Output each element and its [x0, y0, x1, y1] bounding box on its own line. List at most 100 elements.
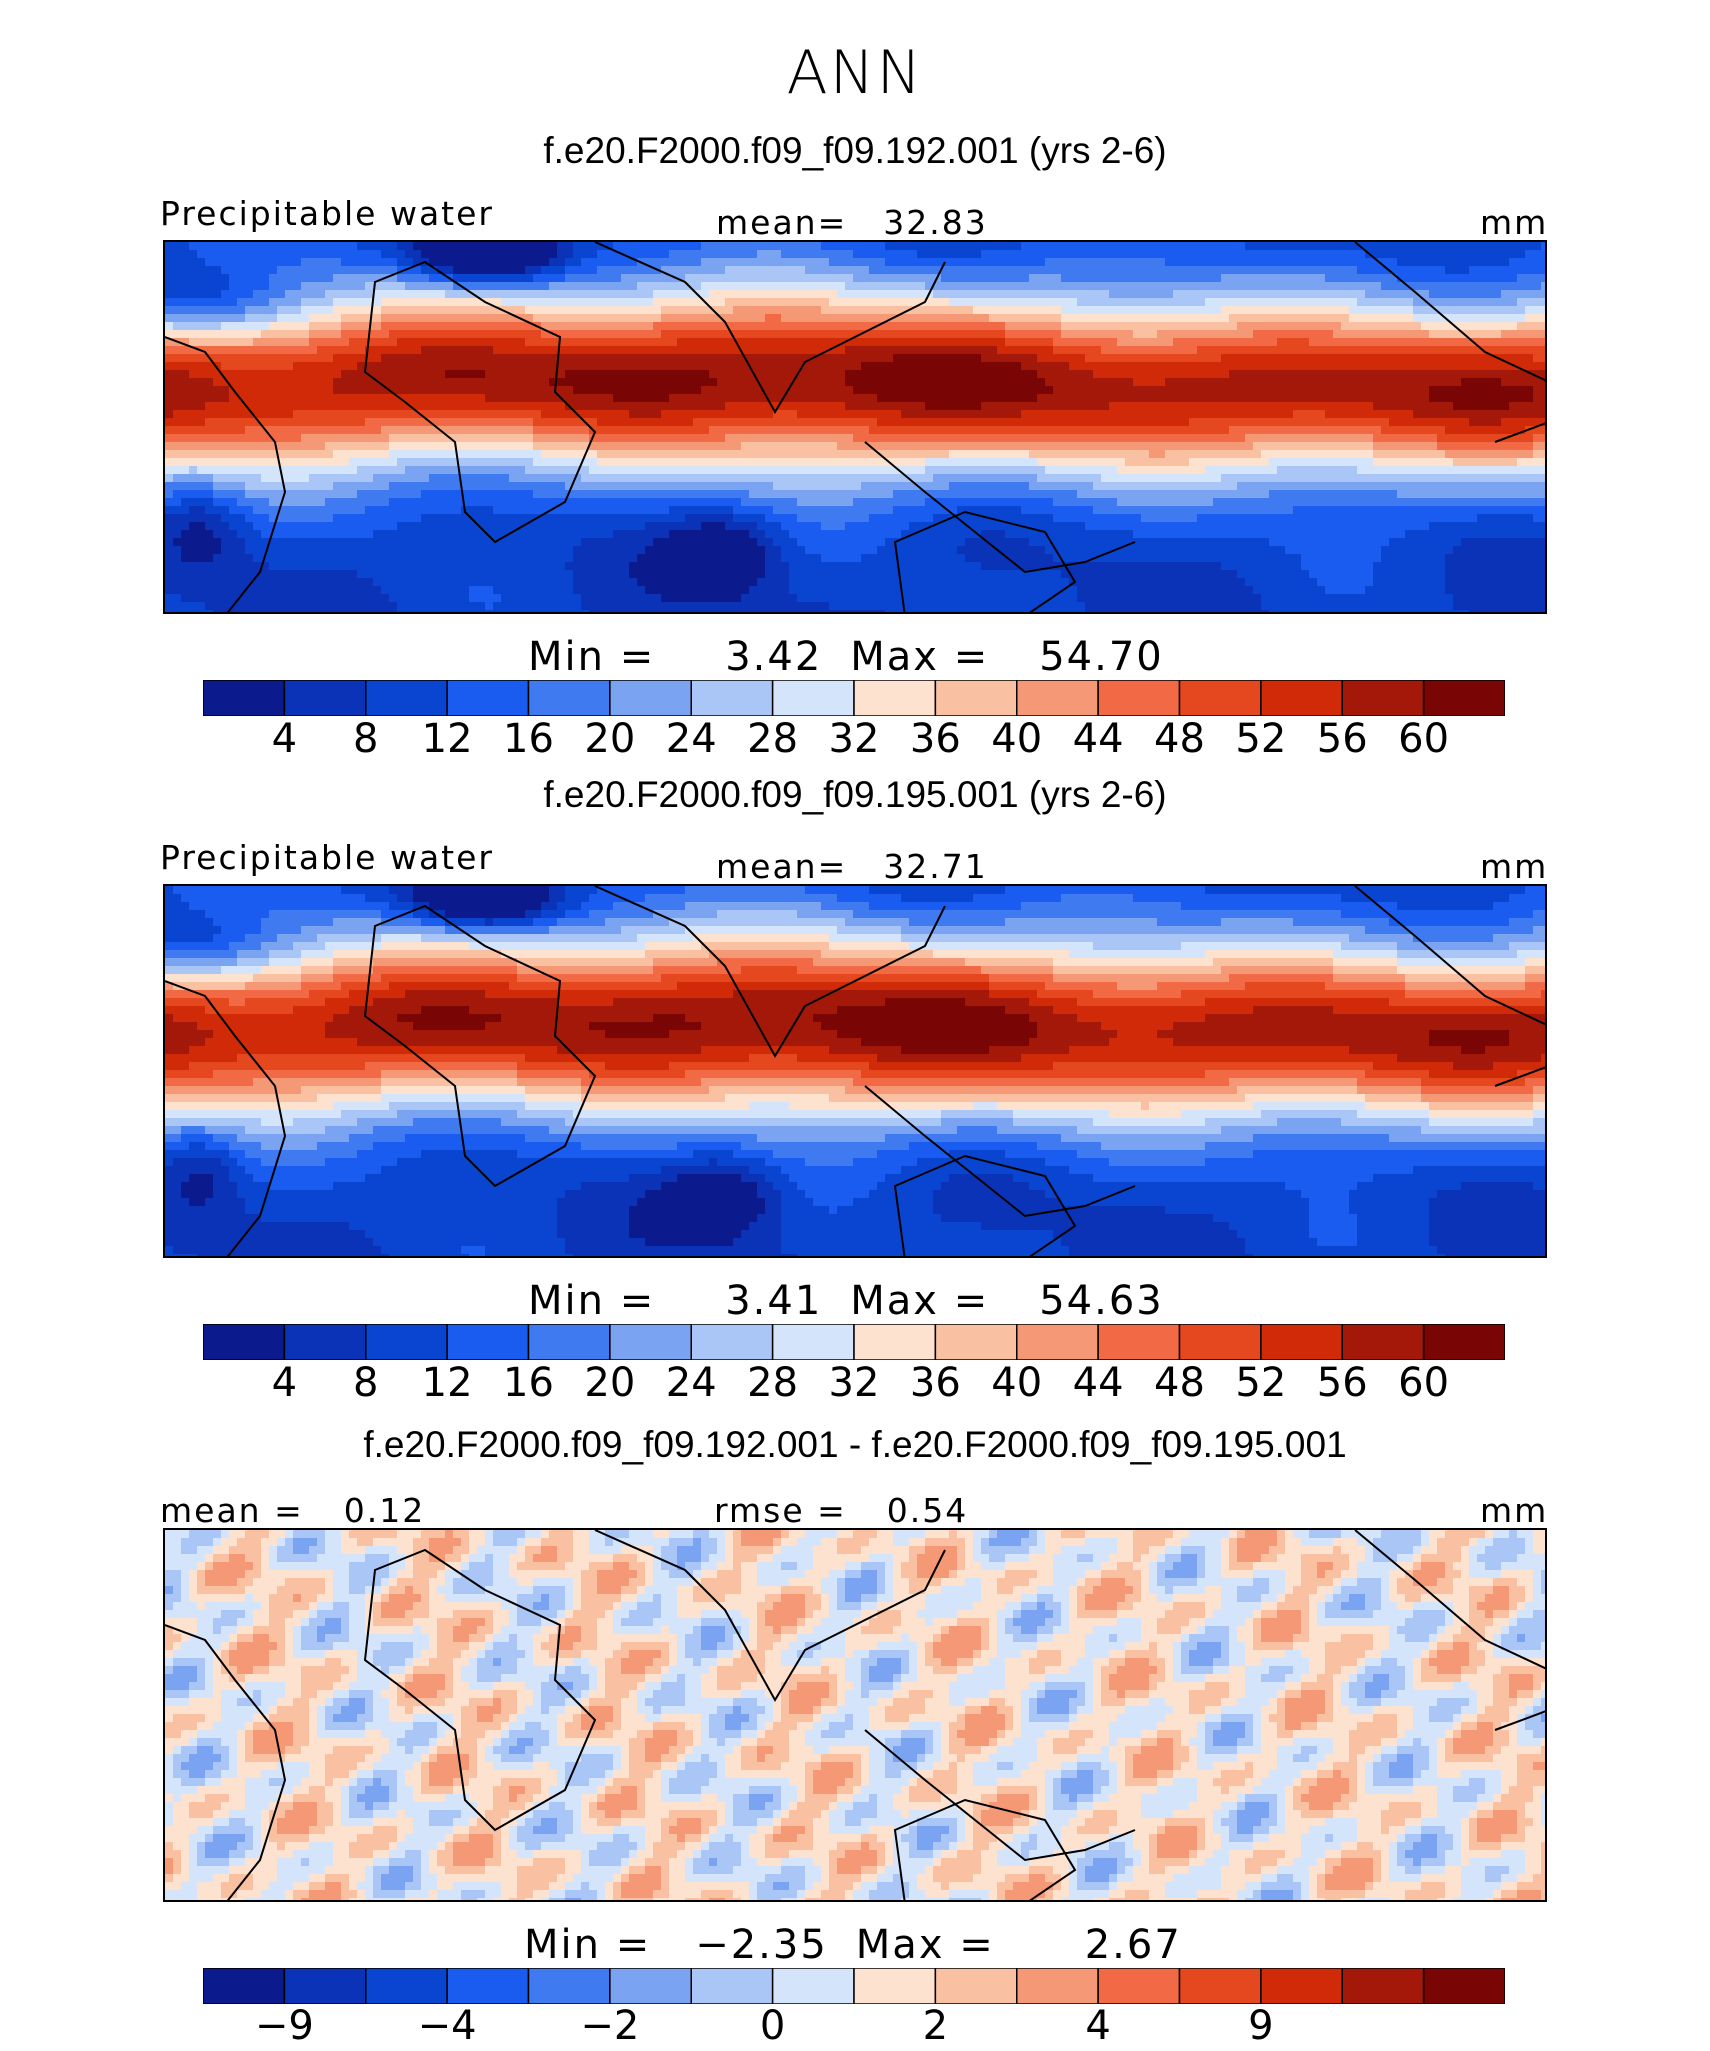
colorbar-box	[771, 680, 855, 716]
colorbar-box	[446, 1324, 530, 1360]
panel3-colorbar-ticks: −9 −4 −2 0 2 4 9	[0, 2003, 1710, 2051]
colorbar-tick-label: 56	[1317, 716, 1368, 762]
coastline	[893, 1798, 1077, 1900]
colorbar-box	[853, 1968, 937, 2004]
colorbar-tick-label: 60	[1398, 716, 1449, 762]
colorbar-box	[609, 1324, 693, 1360]
colorbar-tick-label: 20	[584, 716, 635, 762]
colorbar-box	[1178, 680, 1262, 716]
panel2-colorbar-ticks: 4 8 12 16 20 24 28 32 36 40 44 48 52 56 60	[0, 1360, 1710, 1410]
colorbar-tick-label: 2	[923, 2003, 948, 2049]
colorbar-box	[690, 1324, 774, 1360]
coastline	[1494, 1066, 1545, 1087]
colorbar-box	[203, 680, 286, 716]
panel1-min-key: Min =	[528, 634, 655, 680]
colorbar-box	[203, 1324, 286, 1360]
colorbar-box	[609, 1968, 693, 2004]
panel1-units: mm	[1480, 203, 1548, 242]
colorbar-box	[1016, 1324, 1099, 1360]
colorbar-box	[934, 1968, 1018, 2004]
coastline	[1354, 1530, 1545, 1670]
colorbar-box	[771, 1324, 855, 1360]
coastline	[864, 1729, 1136, 1862]
colorbar-tick-label: −9	[255, 2003, 314, 2049]
colorbar-box	[934, 680, 1018, 716]
colorbar-box	[1341, 1324, 1425, 1360]
panel1-mean-label: mean= 32.83	[716, 203, 988, 242]
panel3-max-key: Max =	[856, 1922, 995, 1968]
colorbar-tick-label: 48	[1154, 716, 1205, 762]
panel1-colorbar-ticks: 4 8 12 16 20 24 28 32 36 40 44 48 52 56 60	[0, 716, 1710, 766]
colorbar-box	[446, 680, 530, 716]
colorbar-box	[365, 1968, 448, 2004]
colorbar-tick-label: 8	[353, 1360, 378, 1406]
colorbar-box	[527, 1324, 611, 1360]
colorbar-tick-label: 48	[1154, 1360, 1205, 1406]
colorbar-tick-label: 52	[1235, 1360, 1286, 1406]
panel3-mean-value: 0.12	[344, 1491, 425, 1530]
colorbar-box	[1097, 1968, 1181, 2004]
colorbar-tick-label: 44	[1073, 716, 1124, 762]
colorbar-box	[690, 1968, 774, 2004]
colorbar-box	[1097, 1324, 1181, 1360]
contour-cells	[165, 242, 1545, 612]
coastline	[1354, 242, 1545, 382]
panel3-rmse-key: rmse =	[714, 1491, 847, 1530]
coastline	[893, 1154, 1077, 1256]
colorbar-box	[690, 680, 774, 716]
colorbar-box	[1341, 1968, 1425, 2004]
colorbar-tick-label: 20	[584, 1360, 635, 1406]
colorbar-box	[934, 1324, 1018, 1360]
colorbar-tick-label: 4	[272, 1360, 297, 1406]
panel3-colorbar	[203, 1968, 1505, 2004]
colorbar-box	[203, 1968, 286, 2004]
colorbar-tick-label: 4	[1085, 2003, 1110, 2049]
colorbar-box	[1260, 1324, 1344, 1360]
panel1-case-title: f.e20.F2000.f09_f09.192.001 (yrs 2-6)	[0, 130, 1710, 172]
colorbar-tick-label: 32	[829, 1360, 880, 1406]
colorbar-tick-label: 36	[910, 1360, 961, 1406]
panel3-min-value: −2.35	[695, 1922, 828, 1968]
panel3-rmse-value: 0.54	[887, 1491, 968, 1530]
colorbar-box	[1422, 1968, 1505, 2004]
colorbar-box	[853, 1324, 937, 1360]
colorbar-box	[365, 680, 448, 716]
panel2-min-key: Min =	[528, 1278, 655, 1324]
colorbar-box	[853, 680, 937, 716]
colorbar-box	[283, 680, 367, 716]
panel1-colorbar	[203, 680, 1505, 716]
coastline	[594, 1530, 946, 1702]
colorbar-tick-label: 40	[991, 1360, 1042, 1406]
colorbar-tick-label: 24	[666, 1360, 717, 1406]
colorbar-box	[1016, 680, 1099, 716]
colorbar-box	[1260, 1968, 1344, 2004]
coastline	[1354, 886, 1545, 1026]
panel2-max-value: 54.63	[1039, 1278, 1164, 1324]
panel2-min-value: 3.41	[725, 1278, 822, 1324]
colorbar-box	[446, 1968, 530, 2004]
colorbar-box	[527, 1968, 611, 2004]
colorbar-tick-label: 36	[910, 716, 961, 762]
colorbar-tick-label: 16	[503, 716, 554, 762]
panel2-max-key: Max =	[850, 1278, 989, 1324]
coastline	[165, 336, 287, 612]
colorbar-tick-label: 4	[272, 716, 297, 762]
coastline	[893, 510, 1077, 612]
coastline	[594, 242, 946, 414]
panel1-variable-label: Precipitable water	[160, 194, 494, 233]
coastline	[363, 1548, 597, 1832]
panel2-contour-field	[165, 886, 1545, 1256]
colorbar-box	[283, 1324, 367, 1360]
panel2-mean-label: mean= 32.71	[716, 847, 988, 886]
coastline	[165, 1624, 287, 1900]
colorbar-tick-label: −4	[418, 2003, 477, 2049]
panel1-min-value: 3.42	[725, 634, 822, 680]
colorbar-tick-label: 60	[1398, 1360, 1449, 1406]
colorbar-tick-label: 52	[1235, 716, 1286, 762]
colorbar-box	[609, 680, 693, 716]
colorbar-tick-label: 28	[747, 716, 798, 762]
panel1-contour-field	[165, 242, 1545, 612]
panel3-contour-field	[165, 1530, 1545, 1900]
colorbar-box	[1422, 680, 1505, 716]
panel1-map	[163, 240, 1547, 614]
